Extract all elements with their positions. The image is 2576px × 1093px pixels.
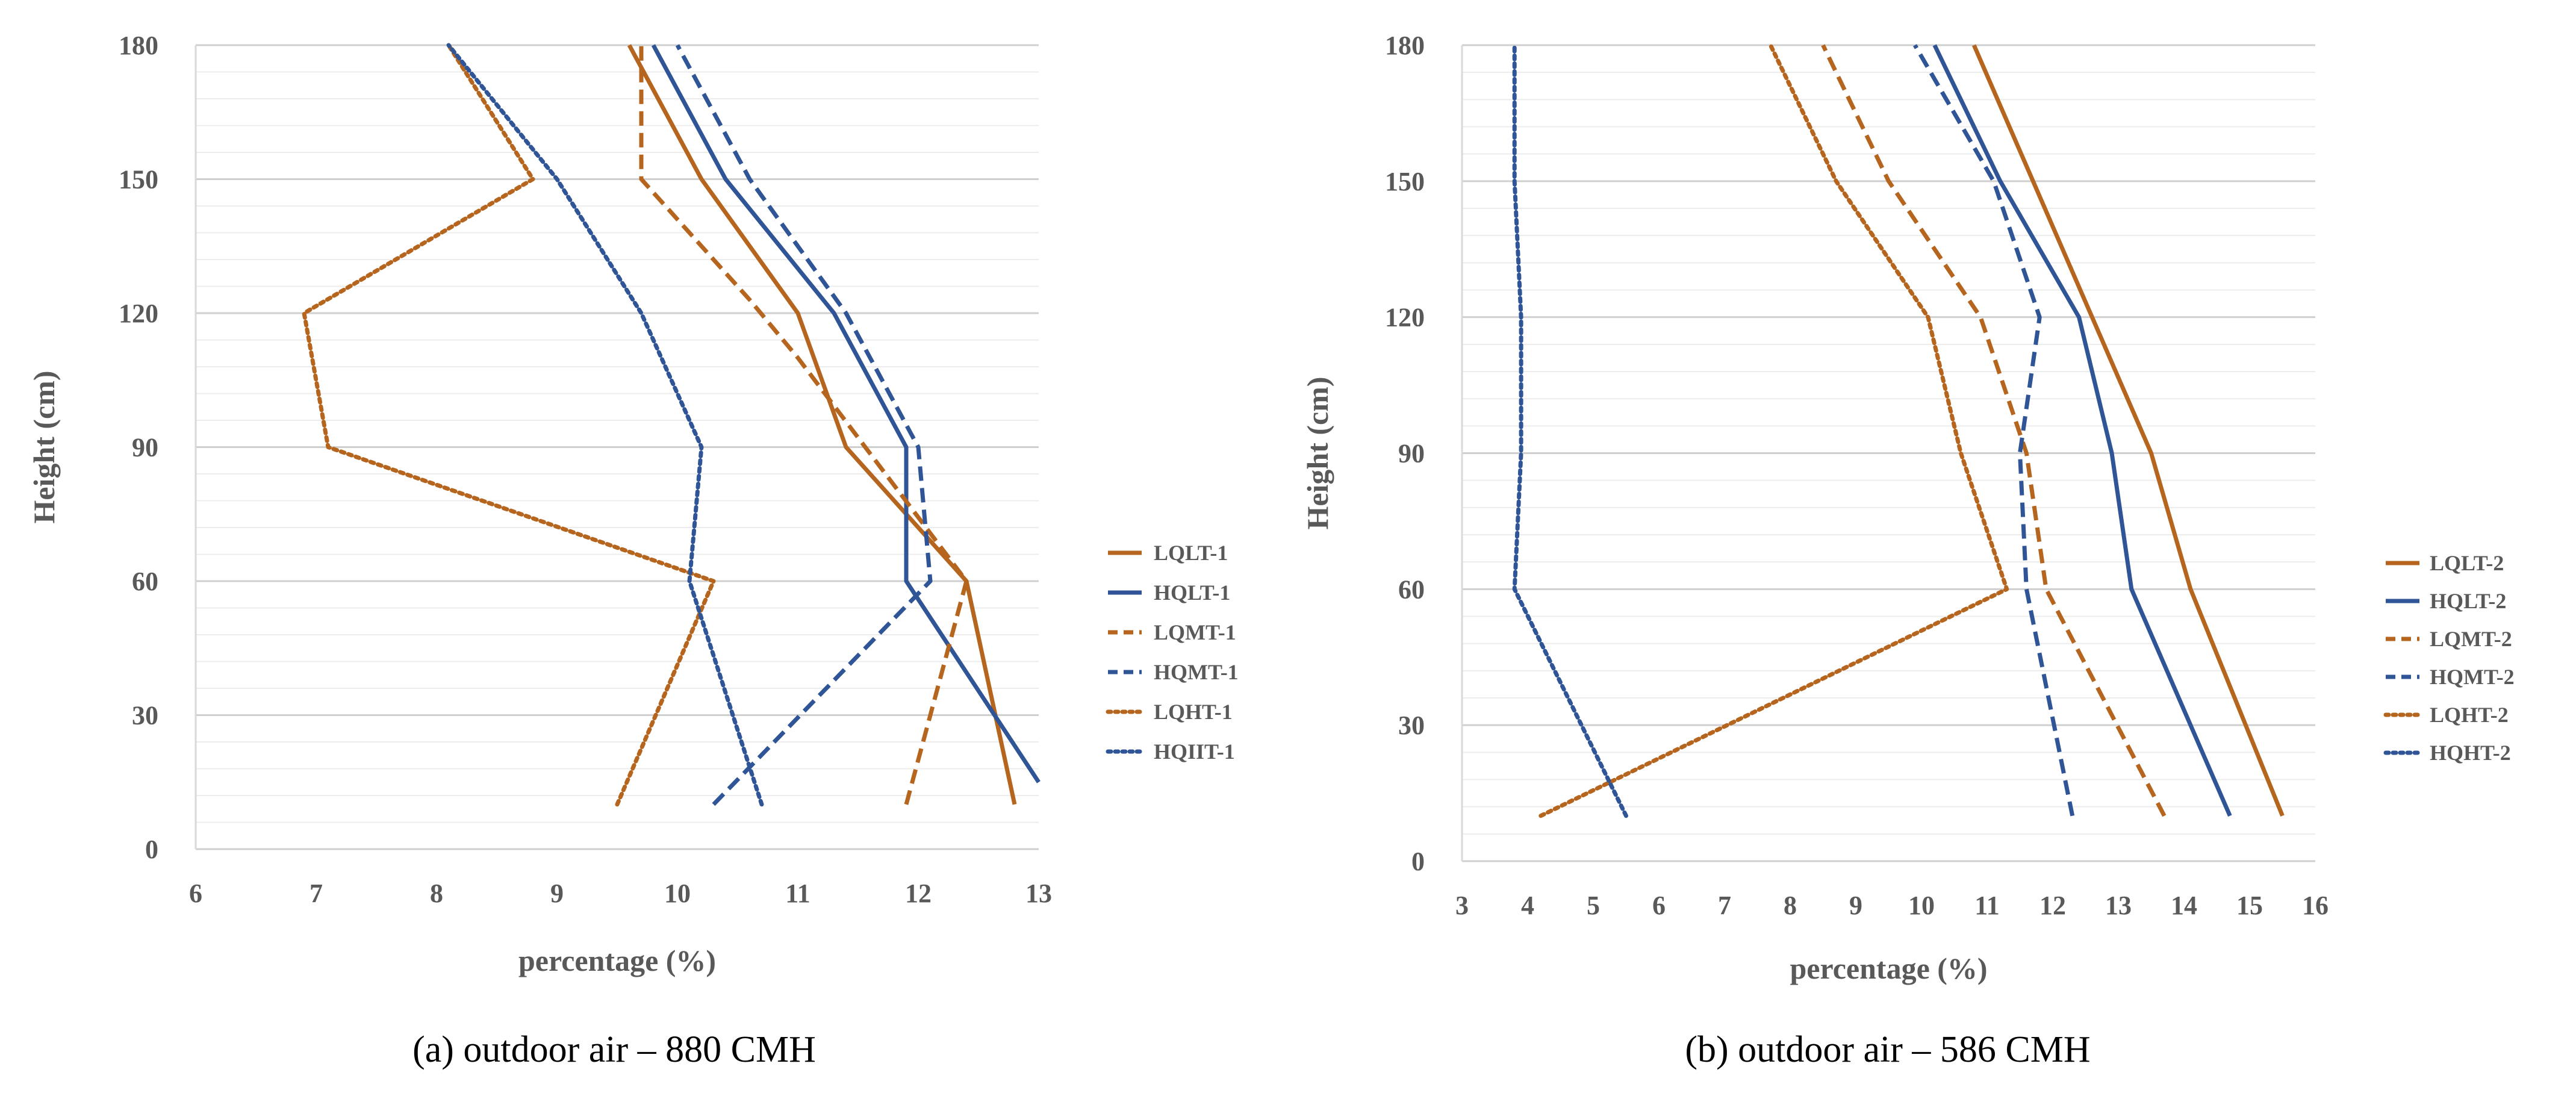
x-axis-label: percentage (%) bbox=[1790, 951, 1987, 985]
grid bbox=[1462, 44, 2315, 862]
x-tick-label: 13 bbox=[1025, 879, 1052, 908]
x-tick-label: 12 bbox=[2039, 891, 2066, 920]
x-tick-label: 8 bbox=[430, 879, 443, 908]
y-tick-label: 60 bbox=[132, 567, 158, 596]
y-tick-label: 150 bbox=[119, 165, 158, 195]
x-tick-label: 3 bbox=[1455, 891, 1469, 920]
x-axis-label: percentage (%) bbox=[518, 944, 716, 977]
legend-label: HQMT-1 bbox=[1154, 660, 1239, 684]
y-tick-label: 180 bbox=[1385, 31, 1425, 60]
x-tick-label: 6 bbox=[189, 879, 202, 908]
chart-a: 0 30 60 90 120 150 180 6 7 8 9 10 11 12 13 percentage (… bbox=[27, 31, 1239, 1070]
y-tick-label: 150 bbox=[1385, 167, 1425, 196]
series-line-hqht-2 bbox=[1512, 43, 1628, 818]
legend-label: HQLT-1 bbox=[1154, 581, 1230, 605]
legend: LQLT-2 HQLT-2 LQMT-2 HQMT-2 LQHT-2 HQHT-2 bbox=[2383, 551, 2515, 765]
legend-label: LQMT-2 bbox=[2430, 627, 2512, 651]
y-tick-label: 90 bbox=[1398, 439, 1425, 469]
x-tick-label: 8 bbox=[1784, 891, 1797, 920]
series-line-lqmt-2 bbox=[1821, 44, 2167, 817]
x-tick-label: 13 bbox=[2105, 891, 2132, 920]
x-tick-label: 11 bbox=[1974, 891, 2000, 920]
y-tick-label: 180 bbox=[119, 31, 158, 60]
x-tick-label: 11 bbox=[785, 879, 810, 908]
legend-label: HQMT-2 bbox=[2430, 665, 2515, 689]
legend-label: HQLT-2 bbox=[2430, 589, 2506, 613]
x-tick-label: 7 bbox=[1718, 891, 1731, 920]
y-tick-label: 120 bbox=[119, 299, 158, 328]
chart-caption: (a) outdoor air – 880 CMH bbox=[412, 1029, 816, 1070]
x-tick-label: 12 bbox=[905, 879, 932, 908]
legend-label: LQHT-2 bbox=[2430, 703, 2509, 727]
series-line-lqht-1 bbox=[302, 43, 716, 807]
x-tick-label: 9 bbox=[550, 879, 564, 908]
y-tick-label: 90 bbox=[132, 433, 158, 462]
series-line-lqlt-1 bbox=[627, 44, 1017, 805]
series-line-lqmt-1 bbox=[639, 45, 969, 805]
grid bbox=[196, 44, 1039, 850]
legend-label: LQLT-2 bbox=[2430, 551, 2504, 575]
y-tick-label: 60 bbox=[1398, 575, 1425, 604]
series-line-hqlt-1 bbox=[651, 44, 1041, 783]
y-tick-label: 30 bbox=[1398, 711, 1425, 740]
legend-label: HQHT-2 bbox=[2430, 741, 2511, 765]
legend-label: LQMT-1 bbox=[1154, 620, 1236, 644]
x-tick-label: 15 bbox=[2236, 891, 2263, 920]
x-tick-label: 9 bbox=[1849, 891, 1862, 920]
chart-caption: (b) outdoor air – 586 CMH bbox=[1685, 1029, 2090, 1070]
y-tick-label: 30 bbox=[132, 701, 158, 730]
legend: LQLT-1 HQLT-1 LQMT-1 HQMT-1 LQHT-1 HQIIT-1 bbox=[1106, 541, 1239, 764]
x-tick-label: 10 bbox=[664, 879, 691, 908]
legend-label: HQIIT-1 bbox=[1154, 740, 1235, 764]
y-tick-label: 120 bbox=[1385, 303, 1425, 332]
y-axis-label: Height (cm) bbox=[1301, 376, 1334, 529]
x-tick-label: 5 bbox=[1587, 891, 1600, 920]
x-tick-label: 6 bbox=[1652, 891, 1666, 920]
series-line-hqiit-1 bbox=[446, 43, 764, 807]
y-tick-label: 0 bbox=[145, 835, 158, 864]
chart-b: 0 30 60 90 120 150 180 3 4 5 6 7 8 9 10 11 12 13 14 15 16 per… bbox=[1301, 31, 2515, 1070]
x-tick-label: 4 bbox=[1521, 891, 1534, 920]
x-tick-label: 10 bbox=[1908, 891, 1935, 920]
series-line-lqht-2 bbox=[1538, 43, 2009, 818]
series-line-hqmt-2 bbox=[1913, 44, 2075, 817]
legend-label: LQLT-1 bbox=[1154, 541, 1228, 565]
x-tick-label: 14 bbox=[2171, 891, 2197, 920]
series-line-hqmt-1 bbox=[675, 44, 933, 806]
series-line-lqlt-2 bbox=[1971, 44, 2285, 817]
y-axis-label: Height (cm) bbox=[27, 370, 61, 523]
series-line-hqlt-2 bbox=[1932, 44, 2232, 817]
x-tick-label: 7 bbox=[310, 879, 323, 908]
y-tick-label: 0 bbox=[1411, 847, 1425, 876]
x-tick-label: 16 bbox=[2302, 891, 2329, 920]
legend-label: LQHT-1 bbox=[1154, 700, 1233, 724]
